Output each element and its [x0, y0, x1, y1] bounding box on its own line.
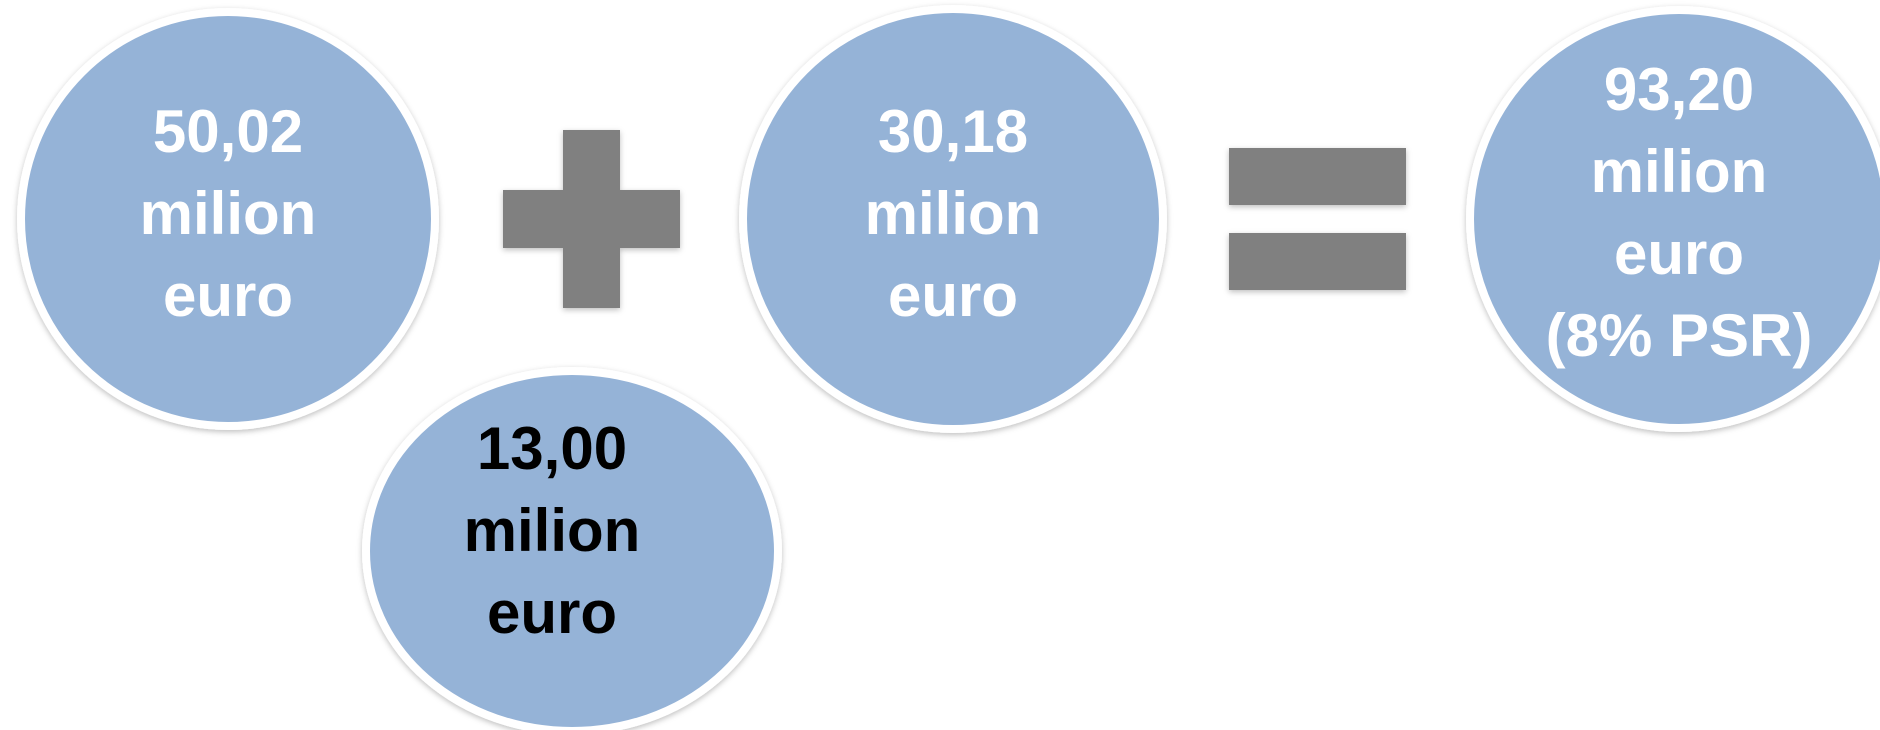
node-label: 93,20 — [1604, 56, 1754, 123]
equals-sign — [1229, 148, 1406, 290]
labels: 50,02 milion euro 13,00 milion euro 30,18 milio… — [140, 56, 1813, 646]
node-label: 13,00 — [477, 415, 627, 482]
node-label: euro — [487, 579, 617, 646]
plus-sign — [503, 130, 680, 308]
node-label: milion — [1591, 138, 1768, 205]
node-label: euro — [163, 262, 293, 329]
node-label: 30,18 — [878, 98, 1028, 165]
node-label: euro — [1614, 220, 1744, 287]
node-label: milion — [464, 497, 641, 564]
node-label: milion — [865, 180, 1042, 247]
circle — [17, 8, 439, 430]
circle — [739, 5, 1167, 433]
node-label: (8% PSR) — [1546, 302, 1813, 369]
circle — [1466, 6, 1880, 432]
node-label: euro — [888, 262, 1018, 329]
node-label: milion — [140, 180, 317, 247]
node-label: 50,02 — [153, 98, 303, 165]
circle — [362, 367, 782, 730]
